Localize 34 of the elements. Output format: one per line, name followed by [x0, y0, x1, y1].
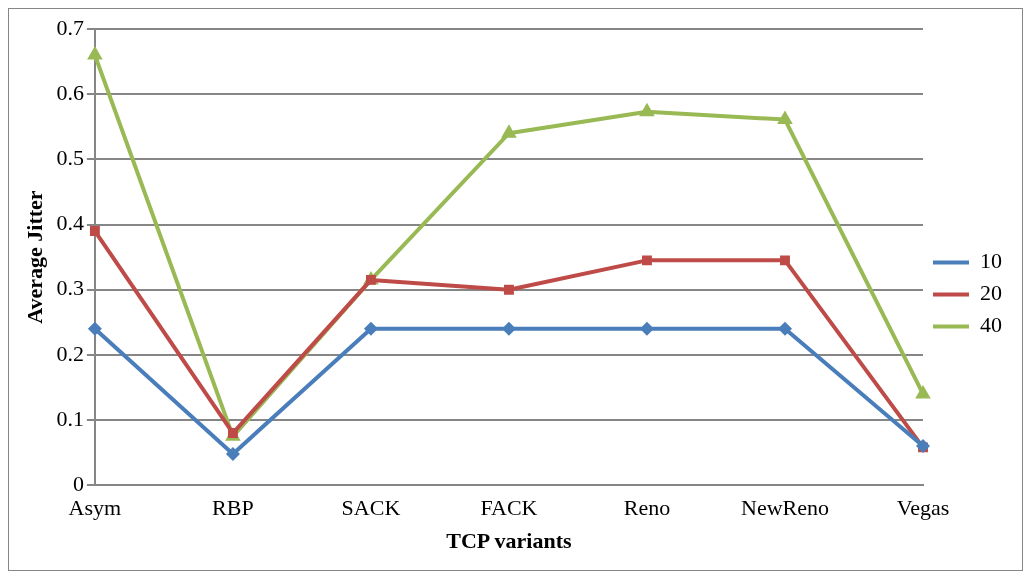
point [501, 124, 517, 138]
point [89, 226, 100, 236]
x-tick-label: SACK [341, 495, 401, 521]
point [642, 255, 652, 266]
x-tick-label: Reno [623, 495, 671, 521]
point [777, 321, 792, 336]
y-tick-label: 0.2 [56, 340, 84, 366]
x-axis-title: TCP variants [446, 528, 573, 554]
point [639, 321, 654, 336]
x-tick-label: Vegas [896, 495, 950, 521]
y-tick-label: 0.6 [56, 79, 84, 105]
point [501, 321, 516, 336]
point [639, 102, 655, 117]
point [780, 255, 790, 266]
y-tick-label: 0.4 [56, 210, 84, 236]
point [777, 110, 793, 125]
point [504, 284, 514, 295]
legend-label: 20 [980, 280, 1002, 306]
x-tick-label: NewReno [740, 495, 829, 521]
x-tick-label: FACK [480, 495, 538, 521]
y-tick-label: 0.1 [56, 405, 84, 431]
x-tick-label: RBP [212, 495, 254, 521]
legend-label: 40 [980, 312, 1002, 338]
point [363, 321, 378, 336]
x-tick-label: Asym [68, 495, 122, 521]
point [225, 446, 240, 461]
y-tick-label: 0.5 [56, 145, 84, 171]
y-axis-title: Average Jitter [21, 190, 47, 324]
legend-label: 10 [980, 248, 1002, 274]
point [87, 46, 103, 60]
point [87, 321, 102, 336]
y-tick-label: 0.7 [56, 14, 84, 40]
y-tick-label: 0.3 [56, 275, 84, 301]
y-tick-label: 0 [72, 470, 84, 496]
